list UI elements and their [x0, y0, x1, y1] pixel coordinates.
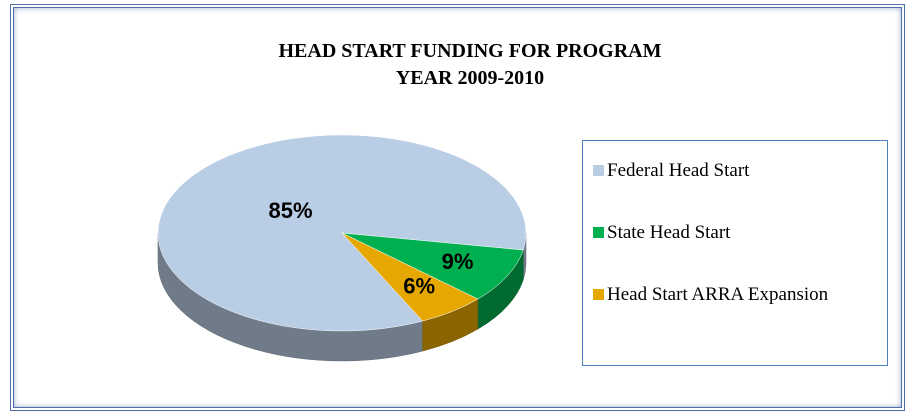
legend-swatch: [593, 227, 604, 238]
legend-label: Federal Head Start: [607, 160, 750, 181]
data-label: 6%: [403, 274, 435, 299]
data-label: 85%: [269, 198, 313, 223]
legend-label: Head Start ARRA Expansion: [607, 284, 829, 305]
legend-swatch: [593, 289, 604, 300]
legend-item: Federal Head Start: [593, 159, 879, 183]
chart-title: HEAD START FUNDING FOR PROGRAM YEAR 2009…: [278, 40, 662, 89]
data-label: 9%: [442, 249, 474, 274]
pie-slice: [341, 232, 479, 322]
legend-item: State Head Start: [593, 221, 879, 245]
legend-label: State Head Start: [607, 222, 731, 243]
legend: Federal Head Start State Head Start Head S…: [582, 140, 888, 366]
pie-slice: [341, 232, 524, 300]
legend-item: Head Start ARRA Expansion: [593, 283, 879, 307]
legend-swatch: [593, 165, 604, 176]
